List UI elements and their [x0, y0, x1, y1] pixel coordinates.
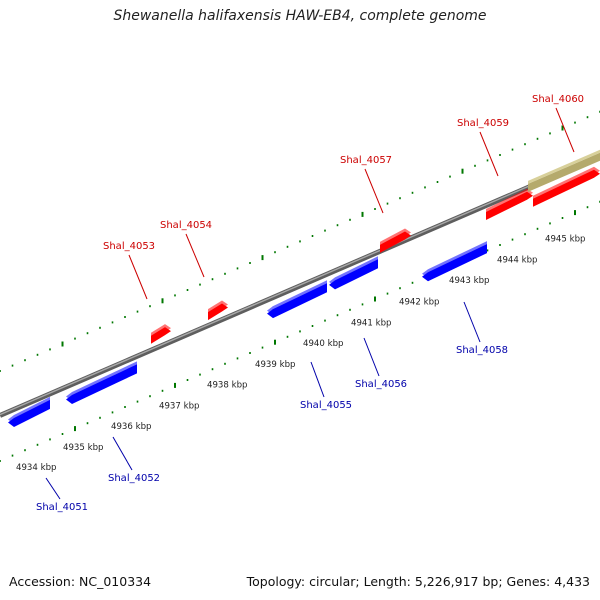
- reverse-gene-Shal_4051: [8, 396, 50, 428]
- forward-leader: [185, 233, 205, 278]
- forward-tick-track: [0, 110, 600, 372]
- reverse-gene-Shal_4056: [329, 256, 378, 290]
- forward-gene-Shal_4057-body: [380, 231, 411, 253]
- forward-gene-Shal_4059: [486, 188, 533, 221]
- genome-summary: Topology: circular; Length: 5,226,917 bp…: [246, 574, 590, 589]
- reverse-gene-label: Shal_4058: [456, 345, 508, 356]
- reverse-leader: [45, 477, 61, 500]
- forward-gene-Shal_4060-body: [533, 169, 600, 207]
- kbp-label: 4943 kbp: [449, 276, 490, 286]
- reverse-leader: [310, 361, 325, 398]
- forward-gene-label: Shal_4060: [532, 94, 584, 105]
- reverse-gene-Shal_4051-body: [8, 399, 50, 428]
- reverse-gene-Shal_4052-body: [66, 364, 137, 404]
- reverse-tick-track: [0, 200, 600, 462]
- backbone-highlight: [0, 154, 600, 416]
- reverse-gene-label: Shal_4052: [108, 473, 160, 484]
- kbp-label: 4937 kbp: [159, 401, 200, 411]
- accession-label: Accession: NC_010334: [9, 574, 152, 589]
- backbone-line: [0, 154, 600, 418]
- forward-gene-label: Shal_4057: [340, 155, 392, 166]
- forward-leader: [364, 168, 384, 214]
- reverse-gene-Shal_4056-body: [329, 259, 378, 290]
- kbp-label: 4945 kbp: [545, 235, 586, 245]
- forward-gene-Shal_4053-body: [151, 327, 171, 344]
- partial-feature: [528, 149, 600, 192]
- kbp-label: 4938 kbp: [207, 381, 248, 391]
- page-title: Shewanella halifaxensis HAW-EB4, complet…: [113, 8, 487, 24]
- forward-gene-label: Shal_4054: [160, 220, 212, 231]
- reverse-gene-label: Shal_4056: [355, 379, 407, 390]
- partial-feature-top: [528, 149, 600, 184]
- forward-leader: [128, 254, 148, 300]
- kbp-label: 4944 kbp: [497, 255, 538, 265]
- kbp-label: 4934 kbp: [16, 463, 57, 473]
- reverse-gene-Shal_4055: [267, 280, 327, 319]
- kbp-label: 4941 kbp: [351, 318, 392, 328]
- gene-features: [8, 149, 600, 428]
- reverse-leader: [463, 301, 481, 343]
- forward-gene-Shal_4053: [151, 324, 171, 344]
- forward-gene-label: Shal_4059: [457, 118, 509, 129]
- kbp-label: 4940 kbp: [303, 339, 344, 349]
- reverse-gene-label: Shal_4051: [36, 502, 88, 513]
- kbp-label: 4939 kbp: [255, 360, 296, 370]
- partial-feature-body: [528, 152, 600, 192]
- reverse-gene-Shal_4058: [422, 241, 487, 282]
- reverse-leader: [112, 436, 133, 471]
- kbp-label: 4936 kbp: [111, 422, 152, 432]
- forward-leader: [479, 131, 499, 177]
- reverse-gene-label: Shal_4055: [300, 400, 352, 411]
- forward-gene-Shal_4059-body: [486, 191, 533, 221]
- reverse-gene-Shal_4052: [66, 361, 137, 404]
- forward-gene-Shal_4060: [533, 166, 600, 207]
- forward-leader: [555, 107, 575, 153]
- kbp-label: 4942 kbp: [399, 298, 440, 308]
- reverse-leader: [363, 337, 380, 377]
- forward-gene-Shal_4057: [380, 228, 411, 253]
- forward-gene-Shal_4054: [208, 300, 228, 321]
- forward-gene-Shal_4054-body: [208, 303, 228, 321]
- forward-gene-label: Shal_4053: [103, 241, 155, 252]
- gene-labels: 4934 kbp 4935 kbp 4936 kbp 4937 kbp 4938 kbp…: [16, 94, 586, 513]
- kbp-label: 4935 kbp: [63, 443, 104, 453]
- genome-backbone: [0, 154, 600, 418]
- reverse-gene-Shal_4058-body: [422, 244, 487, 282]
- reverse-gene-Shal_4055-body: [267, 283, 327, 319]
